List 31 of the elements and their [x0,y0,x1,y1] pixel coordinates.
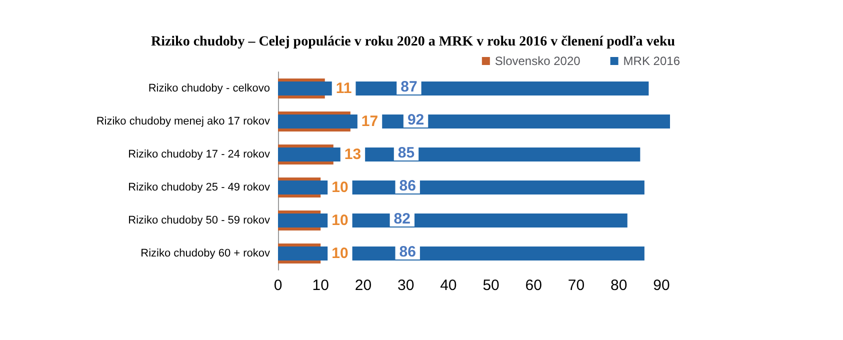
x-tick-label: 30 [397,277,414,294]
y-tick-label: Riziko chudoby menej ako 17 rokov [96,116,270,128]
y-tick-label: Riziko chudoby 17 - 24 rokov [128,148,270,160]
legend-label: MRK 2016 [623,54,680,68]
data-label: 17 [361,113,378,130]
data-label: 86 [399,244,416,260]
y-tick-label: Riziko chudoby 60 + rokov [140,248,270,260]
x-tick-label: 80 [610,277,628,294]
data-label: 11 [336,80,352,97]
data-label: 10 [332,212,348,229]
data-label: 92 [407,112,424,128]
legend-label: Slovensko 2020 [494,54,581,68]
y-tick-label: Riziko chudoby 25 - 49 rokov [128,182,270,194]
data-label: 87 [400,78,418,96]
x-tick-label: 20 [354,277,372,294]
x-tick-label: 60 [525,277,542,294]
data-label: 10 [332,245,348,262]
x-tick-label: 50 [482,277,500,294]
chart-title: Riziko chudoby – Celej populácie v roku 2020 a MRK v roku 2016 v členení podľa veku [150,34,676,50]
data-label: 85 [398,144,415,162]
x-tick-label: 40 [440,277,457,294]
y-tick-label: Riziko chudoby - celkovo [148,82,270,94]
data-label: 10 [332,179,348,196]
data-label: 86 [399,178,416,194]
data-label: 13 [344,146,362,163]
x-tick-label: 70 [568,277,585,294]
x-tick-label: 10 [312,277,329,294]
y-tick-label: Riziko chudoby 50 - 59 rokov [128,214,270,226]
data-label: 82 [394,210,410,228]
x-tick-label: 0 [274,277,282,294]
x-tick-label: 90 [653,277,670,294]
